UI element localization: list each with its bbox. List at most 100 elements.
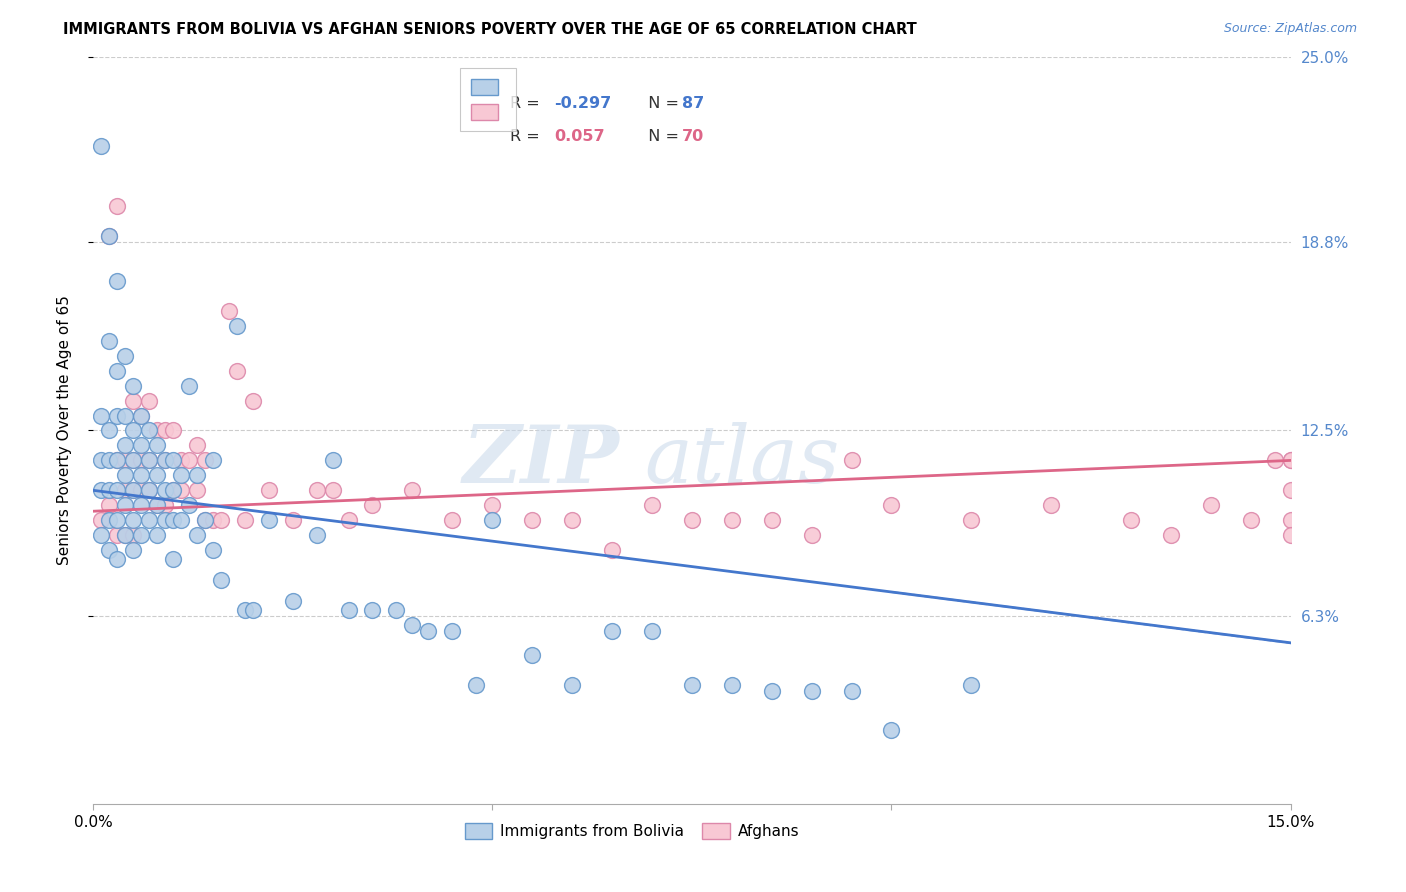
Point xyxy=(146,468,169,483)
Point xyxy=(322,483,344,498)
Point xyxy=(129,468,152,483)
Point xyxy=(153,453,176,467)
Point xyxy=(170,453,193,467)
Text: 87: 87 xyxy=(682,95,704,111)
Point xyxy=(129,453,152,467)
Point xyxy=(177,498,200,512)
Point xyxy=(361,603,384,617)
Point xyxy=(880,723,903,737)
Point xyxy=(122,528,145,542)
Text: R =: R = xyxy=(510,129,550,145)
Text: 70: 70 xyxy=(682,129,704,145)
Point xyxy=(146,528,169,542)
Point xyxy=(105,453,128,467)
Point xyxy=(418,624,440,638)
Point xyxy=(129,409,152,423)
Point xyxy=(98,229,121,244)
Point xyxy=(138,453,160,467)
Point xyxy=(90,483,112,498)
Point xyxy=(641,498,664,512)
Point xyxy=(281,594,304,608)
Point xyxy=(170,468,193,483)
Point xyxy=(1119,513,1142,527)
Point xyxy=(114,483,136,498)
Point xyxy=(1279,453,1302,467)
Text: IMMIGRANTS FROM BOLIVIA VS AFGHAN SENIORS POVERTY OVER THE AGE OF 65 CORRELATION: IMMIGRANTS FROM BOLIVIA VS AFGHAN SENIOR… xyxy=(63,22,917,37)
Point xyxy=(114,528,136,542)
Point xyxy=(177,453,200,467)
Point xyxy=(114,438,136,452)
Text: atlas: atlas xyxy=(644,422,839,500)
Point xyxy=(337,603,360,617)
Point xyxy=(761,513,783,527)
Point xyxy=(186,483,208,498)
Point xyxy=(465,678,488,692)
Point xyxy=(201,453,224,467)
Point xyxy=(186,438,208,452)
Point xyxy=(225,318,247,333)
Point xyxy=(800,683,823,698)
Point xyxy=(162,424,184,438)
Point xyxy=(105,364,128,378)
Point xyxy=(1279,453,1302,467)
Point xyxy=(105,528,128,542)
Point xyxy=(841,453,863,467)
Point xyxy=(122,513,145,527)
Point xyxy=(114,349,136,363)
Y-axis label: Seniors Poverty Over the Age of 65: Seniors Poverty Over the Age of 65 xyxy=(58,295,72,566)
Point xyxy=(322,453,344,467)
Point xyxy=(90,139,112,153)
Point xyxy=(105,453,128,467)
Point xyxy=(600,543,623,558)
Point xyxy=(177,378,200,392)
Point xyxy=(138,424,160,438)
Point xyxy=(98,543,121,558)
Text: N =: N = xyxy=(638,95,685,111)
Point xyxy=(105,513,128,527)
Point xyxy=(960,513,983,527)
Point xyxy=(98,424,121,438)
Point xyxy=(114,453,136,467)
Point xyxy=(138,513,160,527)
Point xyxy=(162,552,184,566)
Point xyxy=(146,498,169,512)
Point xyxy=(361,498,384,512)
Point xyxy=(522,513,544,527)
Point xyxy=(880,498,903,512)
Point xyxy=(114,468,136,483)
Point xyxy=(960,678,983,692)
Point xyxy=(841,683,863,698)
Point xyxy=(98,229,121,244)
Point xyxy=(194,453,217,467)
Point xyxy=(337,513,360,527)
Point xyxy=(194,513,217,527)
Point xyxy=(257,513,280,527)
Point xyxy=(441,624,464,638)
Point xyxy=(90,528,112,542)
Point xyxy=(1040,498,1063,512)
Point xyxy=(138,483,160,498)
Point xyxy=(90,513,112,527)
Point xyxy=(122,483,145,498)
Point xyxy=(138,393,160,408)
Point xyxy=(114,409,136,423)
Point xyxy=(162,483,184,498)
Point xyxy=(233,513,256,527)
Point xyxy=(201,543,224,558)
Point xyxy=(561,513,583,527)
Point xyxy=(114,528,136,542)
Point xyxy=(761,683,783,698)
Point xyxy=(153,483,176,498)
Text: N =: N = xyxy=(638,129,685,145)
Point xyxy=(122,543,145,558)
Point xyxy=(481,513,503,527)
Point xyxy=(153,498,176,512)
Point xyxy=(218,304,240,318)
Point xyxy=(153,513,176,527)
Point xyxy=(170,483,193,498)
Point xyxy=(98,483,121,498)
Point xyxy=(129,438,152,452)
Point xyxy=(1160,528,1182,542)
Point xyxy=(129,483,152,498)
Text: 0.057: 0.057 xyxy=(554,129,605,145)
